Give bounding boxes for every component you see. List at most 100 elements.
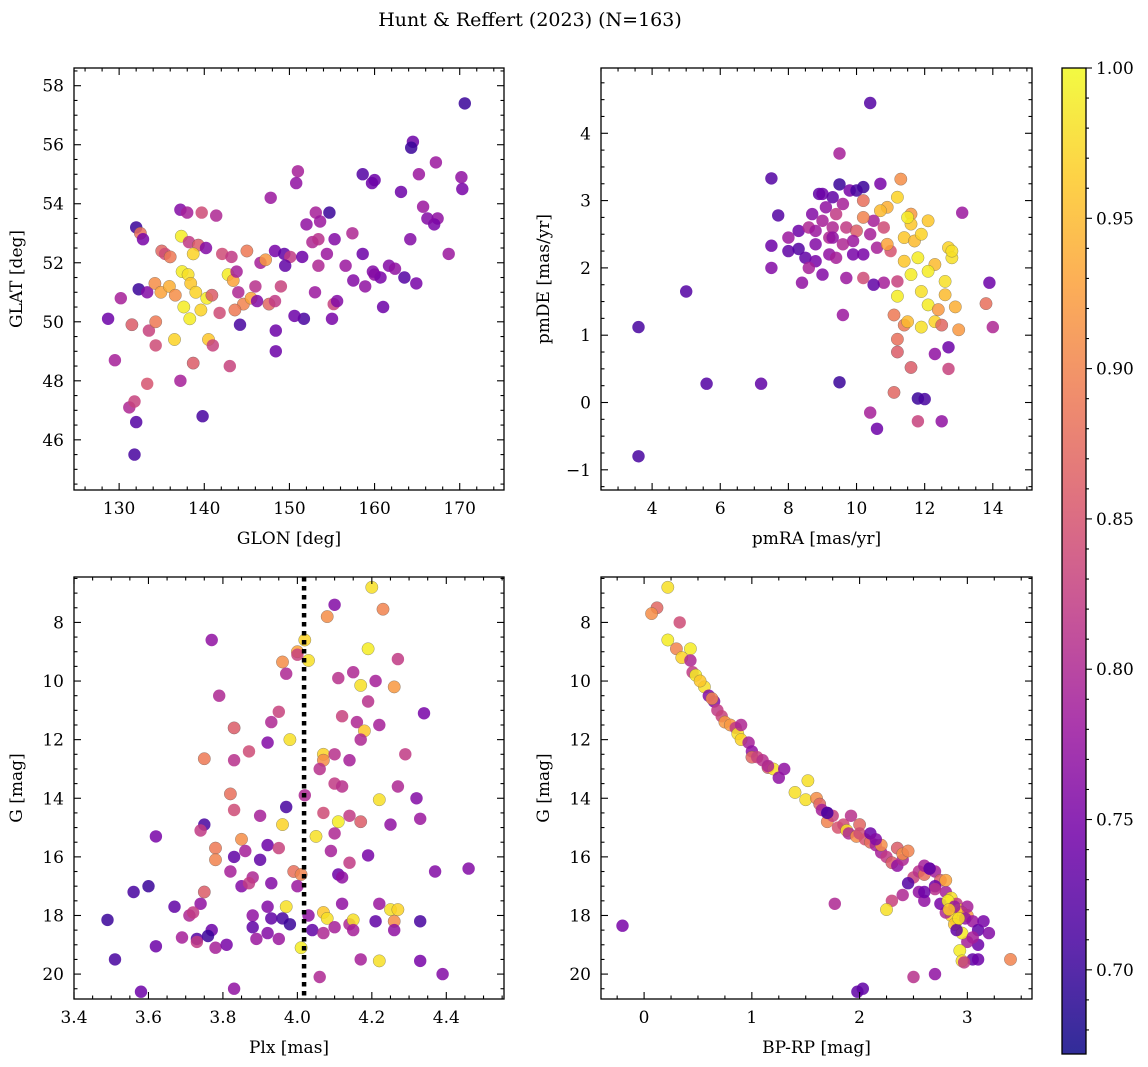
scatter-point (410, 792, 423, 805)
scatter-point (826, 191, 839, 204)
scatter-point (799, 251, 812, 264)
scatter-point (874, 177, 887, 190)
scatter-point (309, 829, 323, 843)
scatter-point (458, 97, 471, 110)
scatter-point (856, 210, 870, 224)
scatter-point (210, 209, 223, 222)
axes-frame (73, 576, 505, 1000)
scatter-point (680, 285, 693, 298)
scatter-point (816, 214, 829, 227)
x-tick-label: 170 (443, 499, 475, 519)
scatter-point (213, 689, 226, 702)
scatter-point (956, 206, 969, 219)
scatter-point (328, 921, 341, 934)
y-tick-label: 1 (580, 326, 591, 346)
scatter-point (914, 285, 928, 298)
scatter-point (312, 233, 325, 246)
scatter-point (228, 303, 242, 317)
scatter-point (754, 377, 768, 390)
y-tick-label: 18 (42, 906, 64, 926)
scatter-point (877, 276, 890, 289)
scatter-point (331, 815, 345, 829)
y-tick-label: 0 (580, 394, 591, 414)
scatter-point (240, 244, 254, 258)
scatter-point (142, 880, 155, 893)
colorbar-gradient (1062, 68, 1086, 1054)
scatter-point (209, 941, 222, 954)
scatter-point (168, 333, 181, 346)
scatter-point (880, 903, 893, 917)
colorbar-tick-label: 0.80 (1096, 660, 1134, 680)
scatter-points (632, 96, 999, 463)
scatter-point (361, 695, 375, 708)
scatter-point (911, 251, 925, 265)
scatter-point (290, 176, 303, 190)
panel-plx: 3.4 3.6 3.8 4.0 4.2 4.4 8 10 12 14 16 18 20 Plx [mas]… (7, 576, 505, 1058)
scatter-point (253, 853, 267, 866)
scatter-point (904, 268, 918, 282)
scatter-point (265, 715, 278, 729)
scatter-point (782, 244, 795, 258)
scatter-point (101, 312, 115, 325)
scatter-point (911, 415, 925, 428)
scatter-point (320, 247, 334, 261)
scatter-point (127, 885, 140, 899)
scatter-point (840, 221, 853, 234)
scatter-point (373, 718, 386, 732)
y-tick-label: 46 (42, 431, 64, 451)
scatter-point (961, 900, 974, 913)
scatter-point (877, 221, 890, 234)
scatter-point (928, 882, 942, 896)
scatter-point (328, 233, 341, 246)
scatter-point (335, 780, 349, 793)
scatter-point (986, 320, 999, 334)
scatter-point (942, 362, 955, 376)
scatter-point (816, 187, 829, 201)
scatter-point (205, 288, 219, 302)
scatter-point (414, 915, 427, 928)
scatter-point (213, 306, 226, 320)
scatter-point (175, 931, 189, 944)
scatter-point (224, 865, 237, 878)
scatter-point (259, 253, 273, 267)
scatter-point (279, 900, 293, 914)
scatter-point (328, 598, 341, 611)
scatter-point (347, 923, 360, 937)
y-tick-label: 50 (42, 313, 64, 333)
scatter-point (857, 271, 870, 285)
scatter-point (261, 926, 274, 940)
scatter-point (361, 849, 375, 862)
tick-marks (601, 577, 1032, 999)
scatter-point (196, 410, 209, 423)
scatter-point (864, 96, 877, 110)
scatter-point (887, 385, 901, 399)
y-tick-label: 14 (569, 789, 591, 809)
scatter-point (279, 259, 292, 272)
scatter-point (942, 341, 955, 354)
scatter-point (417, 707, 431, 720)
scatter-point (149, 940, 163, 953)
x-tick-label: 14 (982, 499, 1004, 519)
scatter-point (632, 320, 645, 334)
scatter-point (250, 294, 264, 308)
scatter-point (194, 303, 208, 317)
scatter-point (901, 844, 915, 858)
y-axis-label: GLAT [deg] (7, 230, 27, 328)
scatter-point (890, 190, 904, 204)
scatter-point (227, 721, 241, 735)
scatter-point (952, 911, 966, 925)
y-tick-label: 12 (569, 731, 591, 751)
figure-title: Hunt & Reffert (2023) (N=163) (378, 9, 682, 31)
scatter-point (194, 824, 207, 837)
scatter-point (700, 377, 713, 390)
y-tick-label: 54 (42, 195, 64, 215)
x-tick-label: 4.4 (433, 1008, 460, 1028)
scatter-point (462, 862, 475, 875)
scatter-point (250, 932, 263, 946)
scatter-point (957, 956, 971, 969)
scatter-point (840, 271, 853, 285)
scatter-point (183, 312, 197, 326)
scatter-point (765, 239, 778, 252)
scatter-point (225, 250, 238, 264)
scatter-point (792, 224, 805, 238)
